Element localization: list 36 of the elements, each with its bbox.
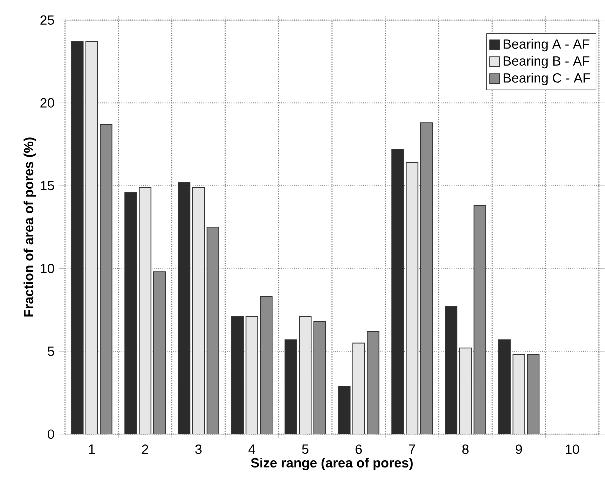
bar: [445, 306, 458, 434]
x-tick-label: 5: [302, 444, 309, 454]
legend-label: Bearing C - AF: [504, 73, 590, 86]
x-tick-label: 9: [516, 444, 522, 454]
x-tick-label: 8: [462, 444, 469, 454]
x-tick-label: 3: [196, 444, 202, 454]
x-tick-label: 10: [566, 444, 580, 454]
bar: [71, 41, 84, 434]
bar: [124, 192, 138, 434]
bar: [498, 339, 511, 434]
bar: [392, 148, 404, 434]
x-tick-label: 1: [89, 444, 96, 454]
legend-label: Bearing A - AF: [504, 39, 590, 52]
bar: [406, 162, 419, 434]
bar: [246, 316, 258, 434]
y-tick-label: 0: [48, 430, 54, 439]
bar: [86, 41, 98, 434]
x-tick-label: 2: [142, 444, 148, 454]
bar: [139, 187, 152, 434]
bar: [512, 354, 526, 434]
x-tick-label: 4: [248, 444, 256, 454]
bar: [231, 316, 244, 434]
y-tick-label: 15: [41, 181, 54, 190]
bar: [178, 182, 191, 434]
y-tick-label: 10: [41, 264, 54, 274]
bar: [299, 316, 312, 434]
x-tick-label: 7: [409, 444, 416, 454]
y-tick-label: 5: [48, 346, 54, 356]
bar: [352, 342, 366, 434]
y-tick-label: 20: [40, 98, 54, 108]
y-tick-label: 25: [40, 15, 54, 25]
x-tick-label: 6: [356, 444, 362, 454]
x-axis-title: Size range (area of pores): [251, 458, 413, 470]
y-axis-title: Fraction of area of pores (%): [24, 138, 36, 317]
bar: [459, 348, 472, 434]
legend-label: Bearing B - AF: [504, 56, 590, 68]
